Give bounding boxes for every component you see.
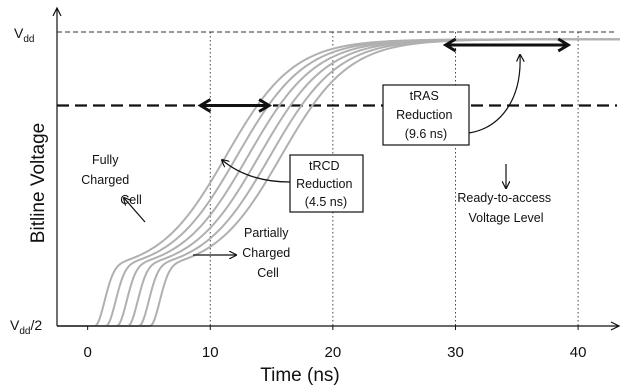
reduction-arrows xyxy=(197,37,572,113)
connector-trcd xyxy=(222,160,291,183)
label-trcd: tRCD Reduction (4.5 ns) xyxy=(296,159,356,209)
x-tick-labels: 0 10 20 30 40 xyxy=(83,326,586,361)
x-tick-label-40: 40 xyxy=(570,344,587,361)
label-tras: tRAS Reduction (9.6 ns) xyxy=(396,89,456,141)
x-tick-label-0: 0 xyxy=(83,344,91,361)
connector-tras xyxy=(468,55,520,134)
x-axis-title: Time (ns) xyxy=(260,365,340,386)
y-axis-arrowhead xyxy=(52,6,62,17)
arrow-fully-charged xyxy=(124,198,146,223)
label-fully-charged: Fully Charged Cell xyxy=(81,153,141,207)
voltage-curves xyxy=(57,38,620,327)
x-tick-label-20: 20 xyxy=(325,344,342,361)
x-tick-label-10: 10 xyxy=(202,344,219,361)
y-axis-title: Bitline Voltage xyxy=(28,123,49,243)
trcd-reduction-arrow xyxy=(197,98,273,113)
axes xyxy=(52,6,621,331)
x-axis-arrowhead xyxy=(610,321,621,331)
y-label-vdd: Vdd xyxy=(14,25,34,45)
x-tick-label-30: 30 xyxy=(447,344,464,361)
y-label-vdd-half: Vdd/2 xyxy=(10,317,42,337)
label-partially-charged: Partially Charged Cell xyxy=(242,226,293,280)
label-ready-level: Ready-to-access Voltage Level xyxy=(457,191,554,225)
tras-box xyxy=(382,84,470,146)
tras-reduction-arrow xyxy=(442,37,572,53)
trcd-box xyxy=(289,154,364,213)
